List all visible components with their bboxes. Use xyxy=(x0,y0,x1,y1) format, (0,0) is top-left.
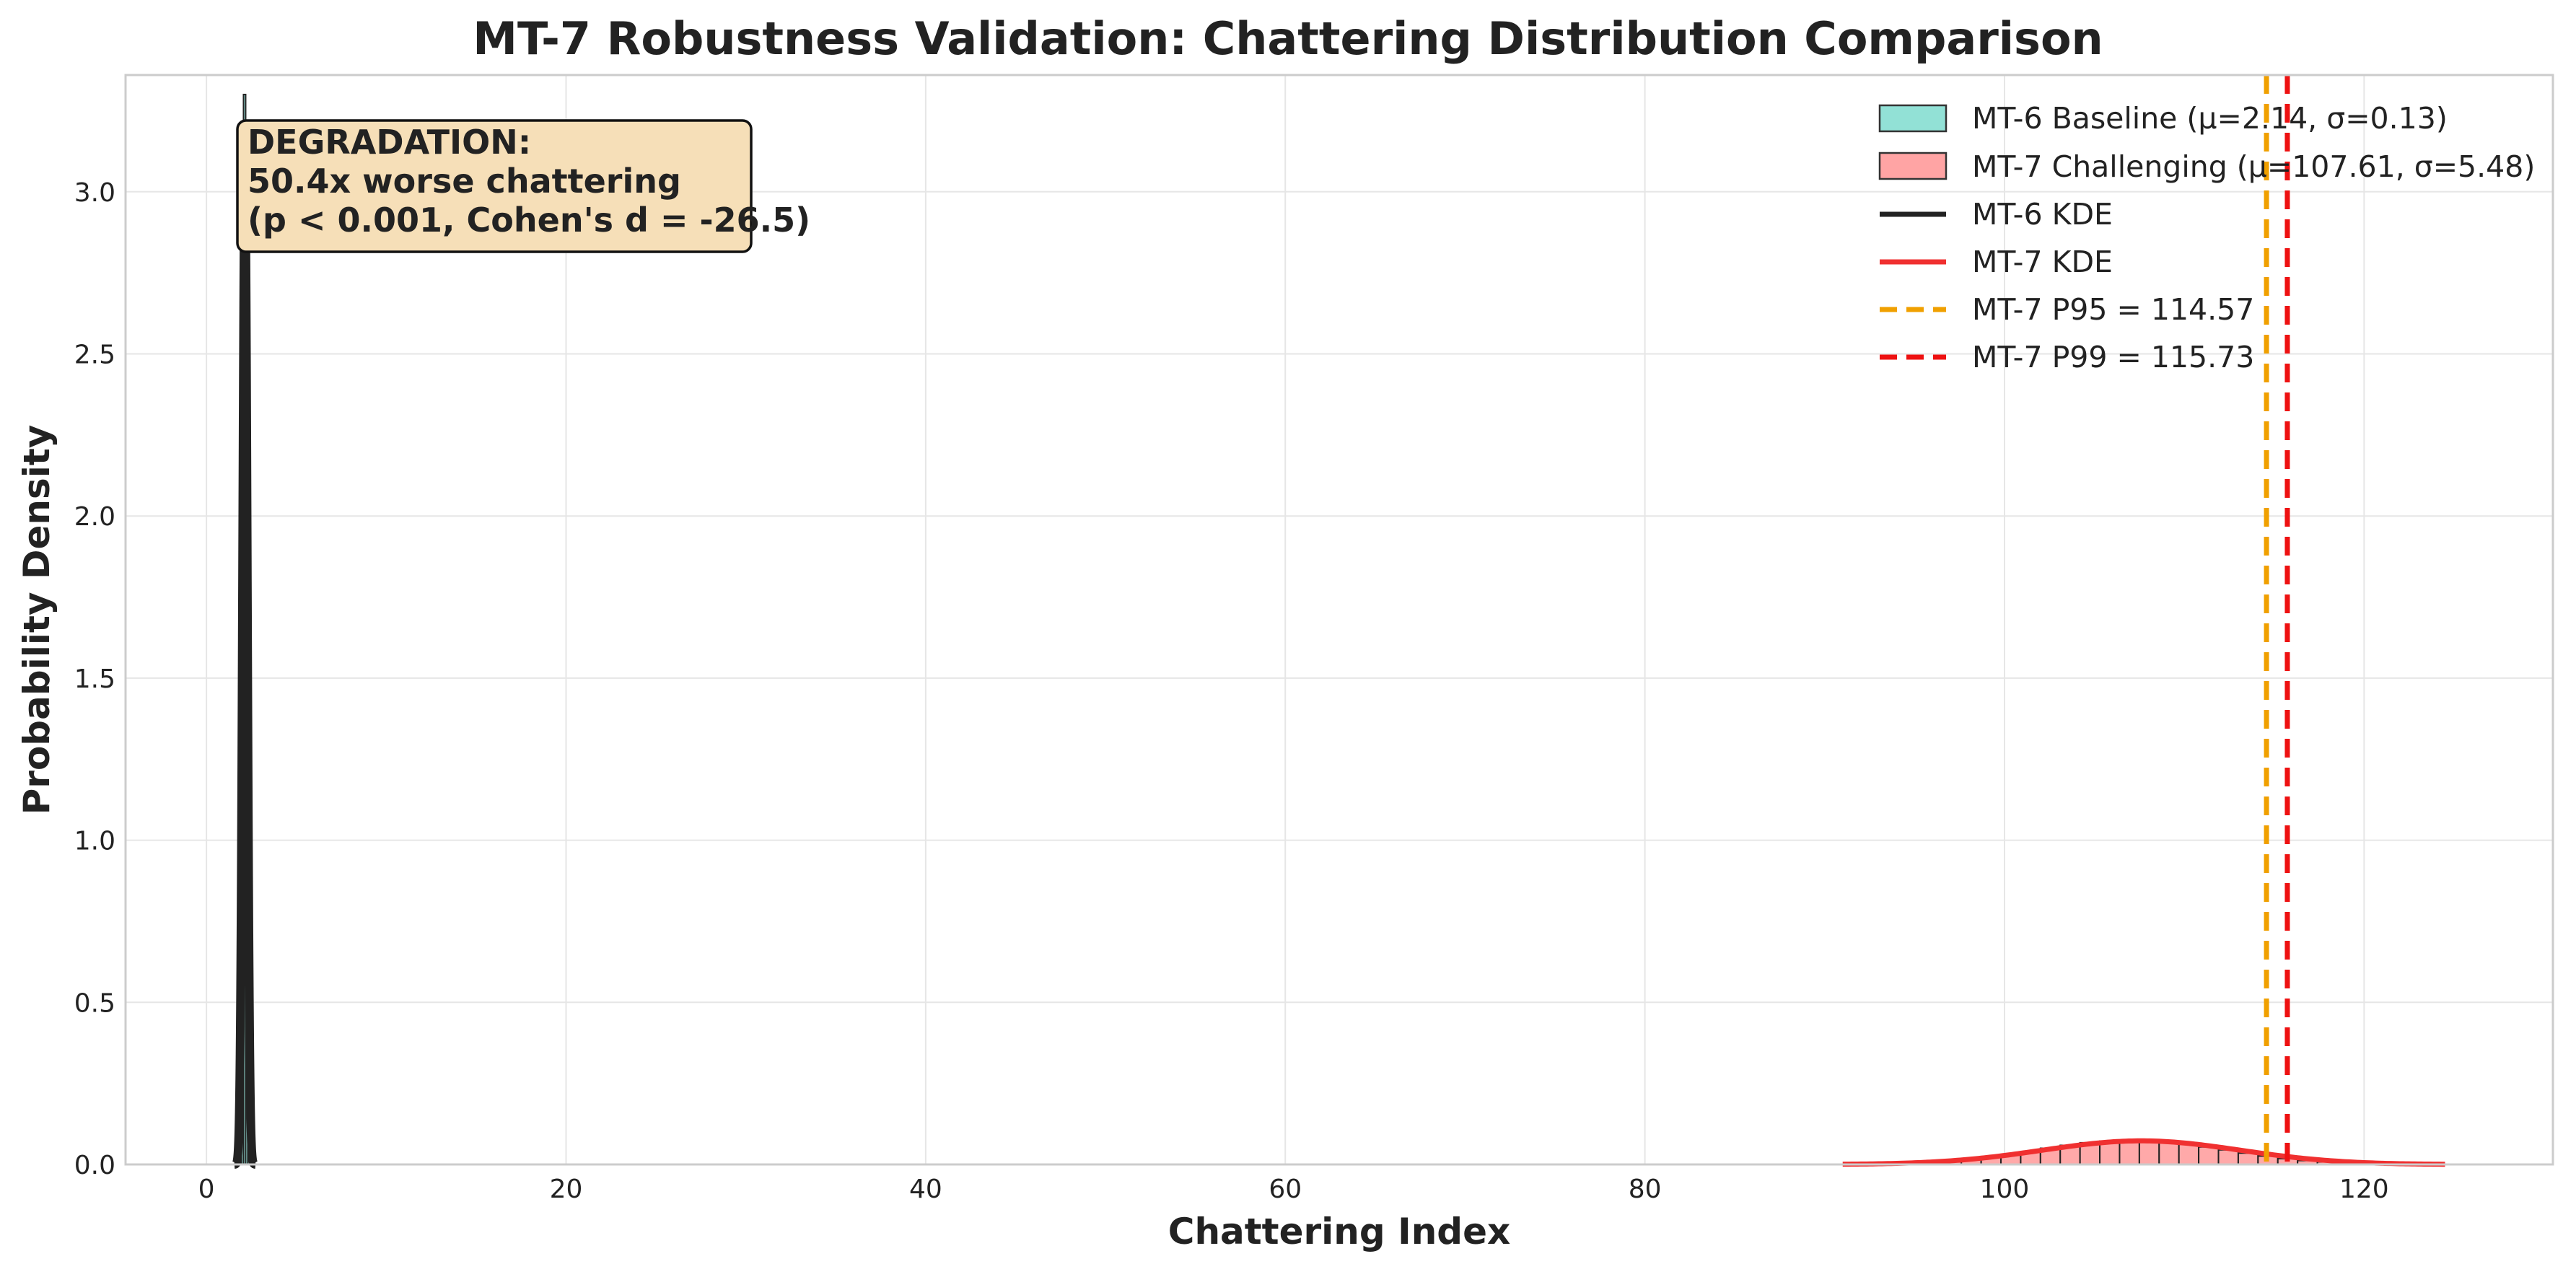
legend-label-mt7-challenging: MT-7 Challenging (μ=107.61, σ=5.48) xyxy=(1972,149,2535,184)
x-tick-label-6: 120 xyxy=(2339,1175,2389,1204)
mt7-hist-bar-18 xyxy=(2198,1146,2220,1166)
legend-swatch-mt6-baseline xyxy=(1878,104,1948,133)
legend-label-mt6-kde: MT-6 KDE xyxy=(1972,197,2113,232)
y-tick-label-2: 1.0 xyxy=(74,827,115,856)
x-tick-label-3: 60 xyxy=(1269,1175,1302,1204)
legend-label-p95: MT-7 P95 = 114.57 xyxy=(1972,292,2254,327)
annotation-box xyxy=(236,119,753,253)
mt7-hist-bar-16 xyxy=(2158,1141,2180,1166)
x-tick-label-5: 100 xyxy=(1980,1175,2030,1204)
x-axis-ticks: 0 20 40 60 80 100 120 xyxy=(198,1175,2389,1204)
annotation-line-3: (p < 0.001, Cohen's d = -26.5) xyxy=(247,201,810,240)
x-tick-label-2: 40 xyxy=(909,1175,942,1204)
y-tick-label-4: 2.0 xyxy=(74,502,115,532)
y-tick-label-3: 1.5 xyxy=(74,664,115,694)
chart-title: MT-7 Robustness Validation: Chattering D… xyxy=(473,12,2103,65)
mt7-kde-line xyxy=(1842,1138,2445,1167)
x-tick-label-4: 80 xyxy=(1629,1175,1662,1204)
degradation-annotation: DEGRADATION: 50.4x worse chattering (p <… xyxy=(236,119,810,253)
y-tick-label-1: 0.5 xyxy=(74,988,115,1018)
mt7-hist-bar-17 xyxy=(2178,1144,2200,1166)
plot-area xyxy=(126,75,2553,1164)
y-tick-label-6: 3.0 xyxy=(74,178,115,208)
annotation-line-2: 50.4x worse chattering xyxy=(247,162,681,201)
annotation-line-1: DEGRADATION: xyxy=(247,123,531,162)
mt7-hist-bar-14 xyxy=(2119,1139,2140,1165)
legend-label-mt7-kde: MT-7 KDE xyxy=(1972,245,2113,279)
plot-frame xyxy=(124,74,2554,1166)
y-axis-label: Probability Density xyxy=(16,425,58,815)
legend-label-p99: MT-7 P99 = 115.73 xyxy=(1972,340,2254,374)
x-tick-label-1: 20 xyxy=(550,1175,583,1204)
x-axis-label: Chattering Index xyxy=(1168,1211,1511,1252)
y-axis-ticks: 0.0 0.5 1.0 1.5 2.0 2.5 3.0 xyxy=(74,178,115,1180)
legend-swatch-mt7-challenging xyxy=(1878,152,1948,180)
y-tick-label-5: 2.5 xyxy=(74,340,115,369)
legend: MT-6 Baseline (μ=2.14, σ=0.13) MT-7 Chal… xyxy=(1878,101,2535,374)
y-tick-label-0: 0.0 xyxy=(74,1151,115,1180)
x-tick-label-0: 0 xyxy=(198,1175,215,1204)
mt7-hist-bar-19 xyxy=(2217,1149,2239,1165)
mt7-hist-bar-15 xyxy=(2138,1140,2160,1166)
legend-label-mt6-baseline: MT-6 Baseline (μ=2.14, σ=0.13) xyxy=(1972,101,2448,136)
